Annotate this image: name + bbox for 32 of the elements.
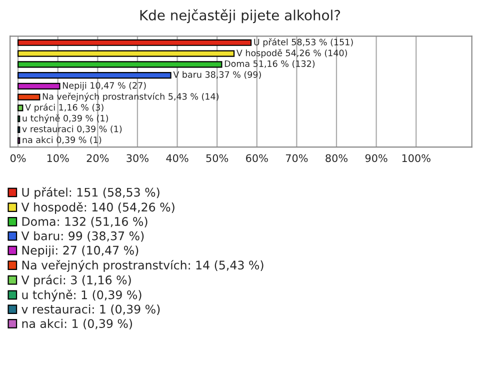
x-tick-label: 30%: [126, 154, 148, 162]
x-tick-label: 70%: [286, 154, 308, 162]
x-tick-label: 90%: [365, 154, 388, 162]
y-tick-label: na akci 0,39 % (1): [22, 136, 102, 144]
legend-label: v restauraci: 1 (0,39 %): [22, 304, 160, 316]
y-tick-label: V hospodě 54,26 % (140): [236, 49, 347, 58]
legend-label: na akci: 1 (0,39 %): [22, 318, 132, 330]
x-tick-label: 10%: [47, 154, 69, 162]
y-tick-label: Na veřejných prostranstvích 5,43 % (14): [42, 92, 218, 102]
x-tick-label: 50%: [206, 154, 228, 162]
legend-label: Doma: 132 (51,16 %): [22, 216, 148, 228]
x-tick-label: 60%: [246, 154, 268, 162]
x-tick-label: 40%: [166, 154, 188, 162]
y-tick-label: Doma 51,16 % (132): [224, 60, 315, 68]
legend-label: V baru: 99 (38,37 %): [21, 231, 144, 242]
y-tick-label: u tchýně 0,39 % (1): [22, 114, 108, 124]
y-tick-label: V baru 38,37 % (99): [173, 71, 261, 79]
y-tick-label: U přátel 58,53 % (151): [254, 38, 353, 48]
x-tick-label: 0%: [10, 154, 26, 162]
legend-label: V hospodě: 140 (54,26 %): [21, 202, 174, 214]
legend-label: u tchýně: 1 (0,39 %): [22, 290, 142, 302]
x-tick-label: 100%: [402, 154, 430, 162]
legend-label: Na veřejných prostranstvích: 14 (5,43 %): [22, 260, 264, 272]
y-tick-label: V práci 1,16 % (3): [25, 104, 104, 112]
y-tick-label: Nepiji 10,47 % (27): [62, 82, 146, 90]
y-tick-label: v restauraci 0,39 % (1): [22, 125, 122, 134]
chart-title: Kde nejčastěji pijete alkohol?: [140, 9, 340, 24]
legend-label: V práci: 3 (1,16 %): [21, 274, 131, 287]
legend-label: U přátel: 151 (58,53 %): [22, 187, 160, 200]
x-tick-label: 20%: [86, 154, 109, 162]
legend-label: Nepiji: 27 (10,47 %): [22, 246, 138, 257]
x-tick-label: 80%: [326, 154, 348, 162]
